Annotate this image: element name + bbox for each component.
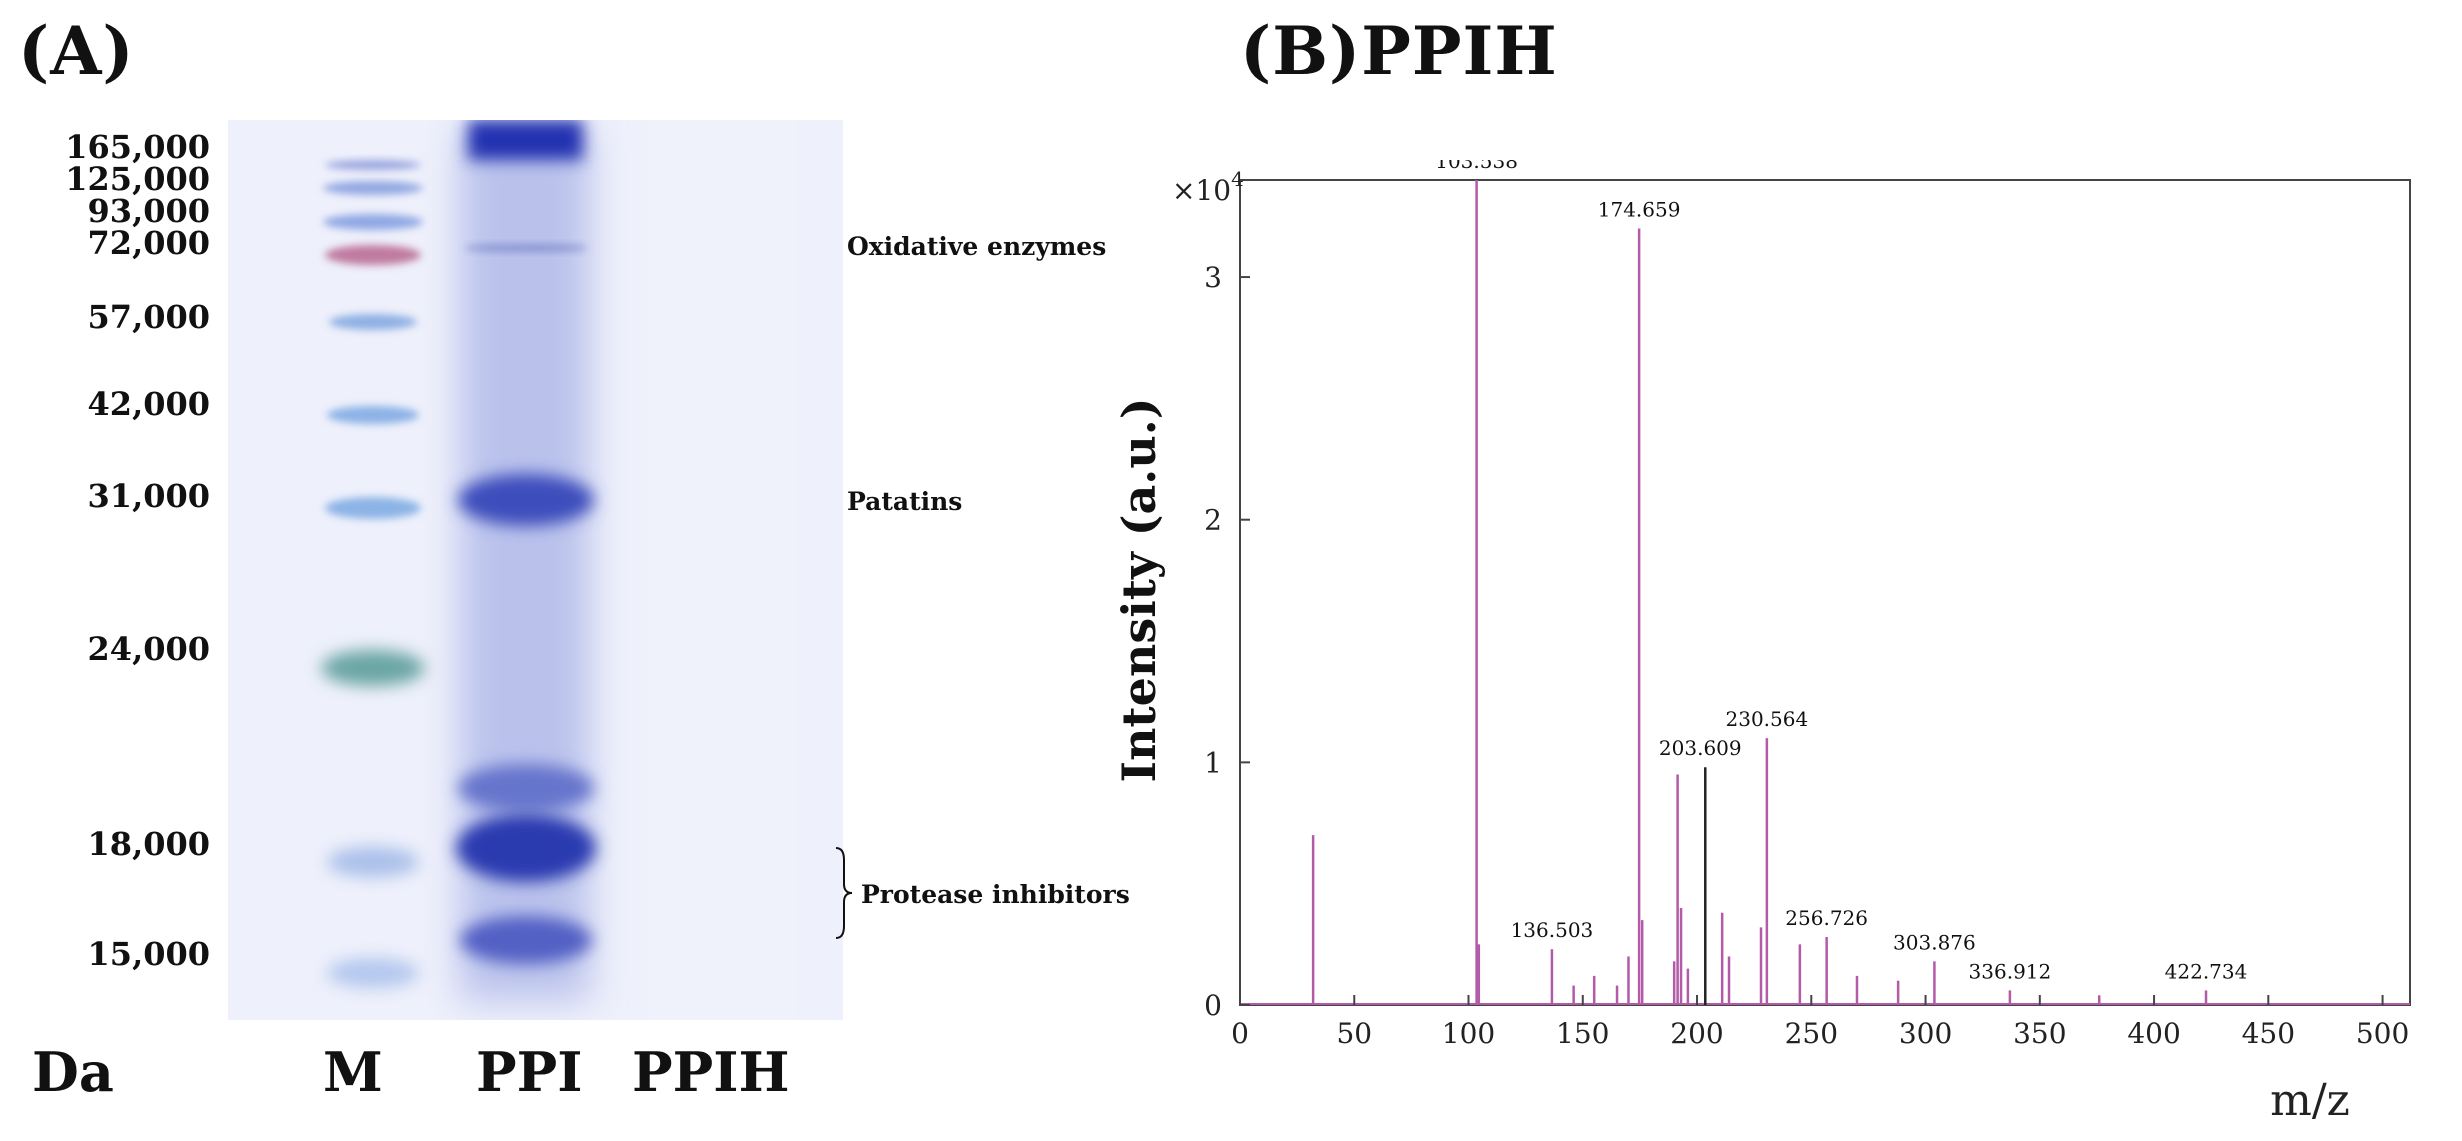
- lane-label-ppih: PPIH: [632, 1040, 790, 1104]
- x-tick-label: 450: [2242, 1017, 2295, 1050]
- y-axis-ticks: 0 1 2 3: [1204, 261, 1250, 1022]
- annotation-protease-inhibitors: Protease inhibitors: [861, 880, 1130, 909]
- unit-label-da: Da: [32, 1040, 114, 1104]
- panel-a-label: (A): [18, 12, 135, 90]
- y-multiplier: ×104: [1172, 167, 1244, 207]
- peak-label: 103.538: [1435, 160, 1518, 173]
- peak-label: 336.912: [1969, 959, 2052, 983]
- ppih-lane: [648, 120, 798, 1020]
- y-tick-label: 3: [1204, 261, 1222, 294]
- panel-b-label: (B)PPIH: [1240, 12, 1558, 90]
- mw-label: 72,000: [87, 224, 210, 262]
- annotation-oxidative-enzymes: Oxidative enzymes: [847, 232, 1107, 261]
- y-tick-label: 1: [1204, 746, 1222, 779]
- x-tick-label: 200: [1670, 1017, 1723, 1050]
- x-axis-ticks: 0 50 100 150 200 250 300 350 400 450 500: [1231, 995, 2409, 1050]
- mw-label: 18,000: [87, 825, 210, 863]
- mass-spectrum-chart: 103.538 136.503 174.659 203.609 230.564 256.7…: [1112, 160, 2411, 1126]
- peak-label: 422.734: [2165, 959, 2248, 983]
- peak-label: 303.876: [1893, 930, 1976, 954]
- mw-label: 31,000: [87, 477, 210, 515]
- mw-label: 93,000: [87, 192, 210, 230]
- x-tick-label: 500: [2356, 1017, 2409, 1050]
- y-tick-label: 0: [1204, 989, 1222, 1022]
- x-axis-label: m/z: [2270, 1075, 2350, 1126]
- x-tick-label: 300: [1899, 1017, 1952, 1050]
- mw-label: 57,000: [87, 298, 210, 336]
- marker-lane: [321, 160, 425, 988]
- lane-label-m: M: [323, 1040, 383, 1104]
- x-tick-label: 50: [1336, 1017, 1372, 1050]
- ppi-lane: [456, 120, 596, 1000]
- annotation-patatins: Patatins: [847, 487, 963, 516]
- plot-frame: [1239, 179, 2411, 1006]
- mw-label: 165,000: [65, 128, 210, 166]
- mw-label: 24,000: [87, 630, 210, 668]
- y-tick-label: 2: [1204, 504, 1222, 537]
- peak-label: 174.659: [1598, 198, 1681, 222]
- peak-label: 136.503: [1511, 918, 1594, 942]
- x-tick-label: 100: [1442, 1017, 1495, 1050]
- protease-brace: [835, 847, 853, 939]
- spectrum-peaks: 103.538 136.503 174.659 203.609 230.564 256.7…: [1240, 160, 2410, 1005]
- x-tick-label: 150: [1556, 1017, 1609, 1050]
- mw-label: 125,000: [65, 160, 210, 198]
- x-tick-label: 400: [2127, 1017, 2180, 1050]
- mw-label: 15,000: [87, 935, 210, 973]
- x-tick-label: 0: [1231, 1017, 1249, 1050]
- peak-label: 230.564: [1726, 707, 1809, 731]
- x-tick-label: 350: [2013, 1017, 2066, 1050]
- x-tick-label: 250: [1785, 1017, 1838, 1050]
- peak-label: 203.609: [1659, 736, 1742, 760]
- y-axis-label: Intensity (a.u.): [1112, 397, 1166, 782]
- mw-label: 42,000: [87, 385, 210, 423]
- gel-image: [228, 120, 843, 1020]
- lane-label-ppi: PPI: [476, 1040, 583, 1104]
- peak-label: 256.726: [1785, 906, 1868, 930]
